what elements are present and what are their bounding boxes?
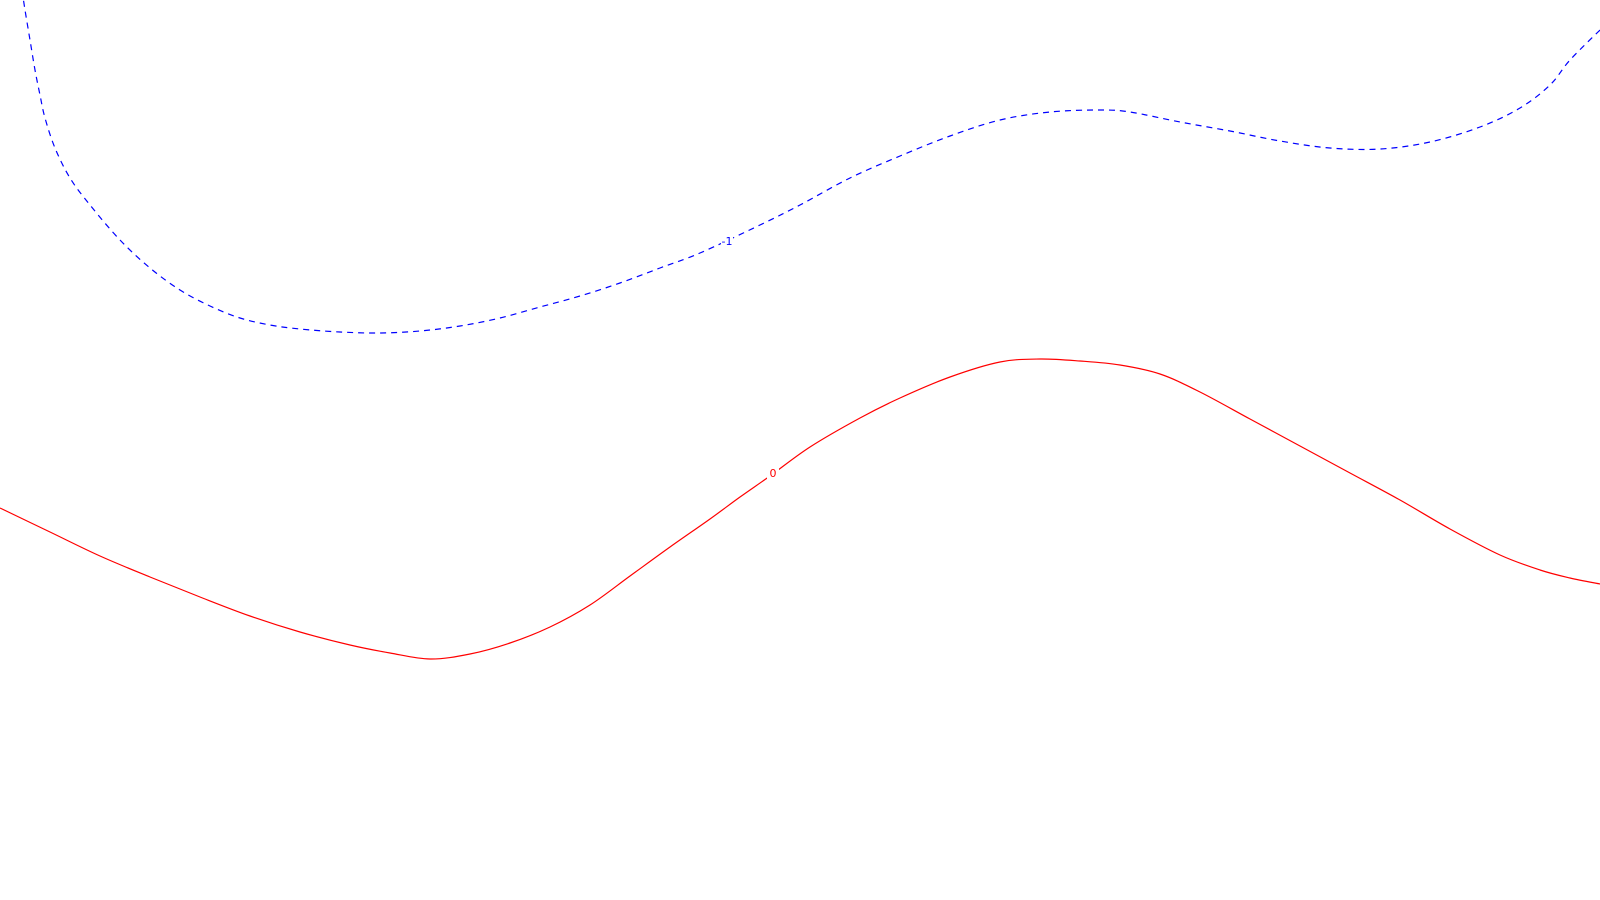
series-layer: -1 0	[0, 0, 1600, 660]
contour-neg1-line	[22, 0, 1600, 334]
contour-neg1-label-gap	[721, 235, 733, 247]
contour-0-label: 0	[770, 467, 777, 480]
contour-0-label-gap	[767, 467, 779, 479]
contour-0-line	[0, 358, 1600, 660]
contour-neg1-label: -1	[722, 235, 733, 248]
